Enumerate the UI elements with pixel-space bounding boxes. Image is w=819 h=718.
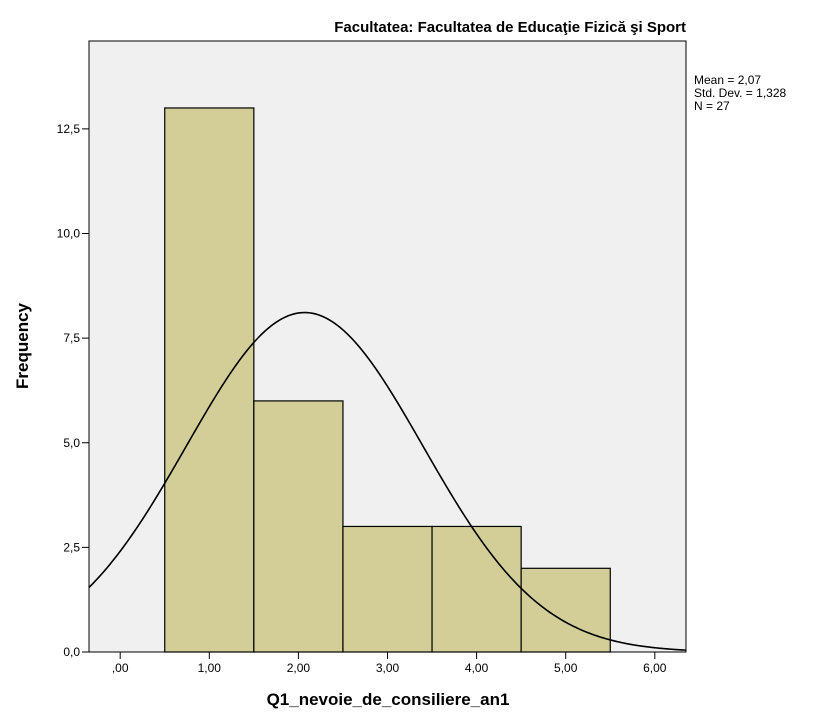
x-tick-label-5: 5,00 (554, 661, 578, 675)
histogram-bar-4 (431, 525, 522, 653)
x-tick-label-6: 6,00 (643, 661, 667, 675)
y-tick-label-5: 12,5 (57, 122, 81, 136)
normal-curve (88, 311, 687, 651)
y-axis-label: Frequency (13, 302, 32, 389)
y-tick-label-0: 0,0 (63, 645, 80, 659)
y-tick-label-4: 10,0 (57, 227, 81, 241)
histogram-bar-1 (164, 107, 255, 653)
x-tick-label-3: 3,00 (376, 661, 400, 675)
histogram-bar-2 (253, 400, 344, 653)
y-tick-label-1: 2,5 (63, 540, 80, 554)
histogram-bar-3 (342, 525, 433, 653)
x-tick-label-4: 4,00 (465, 661, 489, 675)
histogram-bar-5 (520, 567, 611, 653)
stat-std-dev: Std. Dev. = 1,328 (694, 86, 787, 100)
statistics-box: Mean = 2,07 Std. Dev. = 1,328 N = 27 (694, 74, 786, 113)
x-axis: ,00 1,00 2,00 3,00 4,00 5,00 6,00 (112, 652, 667, 675)
y-tick-label-3: 7,5 (63, 331, 80, 345)
x-axis-label: Q1_nevoie_de_consiliere_an1 (267, 690, 510, 709)
stat-n: N = 27 (694, 99, 730, 113)
x-tick-label-1: 1,00 (198, 661, 222, 675)
stat-mean: Mean = 2,07 (694, 73, 762, 87)
y-tick-label-2: 5,0 (63, 436, 80, 450)
chart-title: Facultatea: Facultatea de Educaţie Fizic… (334, 19, 686, 36)
bars-group (164, 107, 611, 653)
x-tick-label-0: ,00 (112, 661, 129, 675)
x-tick-label-2: 2,00 (287, 661, 311, 675)
y-axis: 0,0 2,5 5,0 7,5 10,0 12,5 (57, 122, 89, 659)
